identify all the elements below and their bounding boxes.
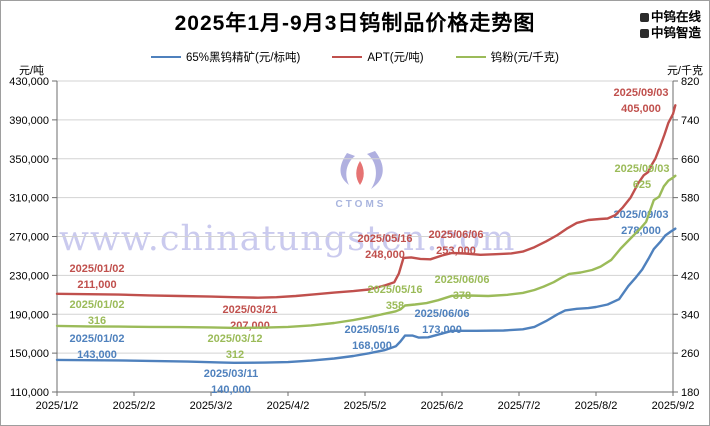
right-axis-tick-label: 500: [681, 232, 699, 244]
annotation-value-concentrate: 168,000: [352, 340, 392, 352]
series-line-tungsten-powder: [55, 174, 677, 330]
brand-row-online: 中钨在线: [639, 9, 701, 25]
annotation-date-apt: 2025/06/06: [428, 229, 483, 241]
x-axis-tick-label: 2025/6/2: [421, 400, 464, 412]
right-axis-tick-label: 260: [681, 348, 699, 360]
annotation-date-apt: 2025/09/03: [613, 87, 668, 99]
annotation-date-concentrate: 2025/09/03: [613, 209, 668, 221]
annotation-date-tungsten-powder: 2025/03/12: [207, 333, 262, 345]
left-axis-tick-label: 230,000: [9, 270, 49, 282]
annotation-date-concentrate: 2025/06/06: [414, 308, 469, 320]
legend-label-concentrate: 65%黑钨精矿(元/标吨): [186, 52, 301, 64]
annotation-date-concentrate: 2025/03/11: [204, 368, 258, 380]
legend-item-concentrate: 65%黑钨精矿(元/标吨): [151, 49, 300, 65]
annotation-date-apt: 2025/03/21: [222, 304, 277, 316]
chart-title: 2025年1月-9月3日钨制品价格走势图: [174, 12, 536, 35]
series-line-concentrate: [55, 227, 677, 364]
annotation-value-concentrate: 140,000: [211, 384, 251, 396]
annotation-value-apt: 207,000: [230, 320, 270, 332]
annotation-value-tungsten-powder: 316: [88, 315, 106, 327]
annotation-value-apt: 253,000: [436, 245, 476, 257]
brand-row-smart: 中钨智造: [639, 25, 701, 41]
annotation-value-tungsten-powder: 358: [386, 300, 404, 312]
x-axis-tick-label: 2025/9/2: [652, 400, 695, 412]
legend-label-apt: APT(元/吨): [367, 52, 424, 64]
annotation-date-tungsten-powder: 2025/01/02: [69, 299, 124, 311]
annotation-date-concentrate: 2025/01/02: [69, 333, 124, 345]
x-axis-tick-label: 2025/8/2: [575, 400, 618, 412]
watermark-url: www.chinatungsten.com: [59, 219, 516, 259]
annotation-date-apt: 2025/05/16: [357, 233, 412, 245]
ctoms-label: CTOMS: [335, 199, 387, 210]
brand-text-smart: 中钨智造: [650, 26, 701, 40]
annotation-value-concentrate: 143,000: [77, 349, 117, 361]
legend-swatch-concentrate: [151, 55, 182, 59]
annotation-value-concentrate: 278,000: [621, 225, 661, 237]
left-axis-tick-label: 110,000: [10, 387, 49, 399]
x-axis-tick-label: 2025/4/2: [267, 400, 310, 412]
brand-text-online: 中钨在线: [650, 10, 701, 24]
right-axis-unit: 元/千克: [666, 65, 703, 77]
legend-item-apt: APT(元/吨): [332, 49, 424, 65]
legend-swatch-apt: [332, 55, 363, 59]
legend-item-tungsten-powder: 钨粉(元/千克): [455, 49, 559, 65]
x-axis-tick-label: 2025/7/2: [498, 400, 541, 412]
annotation-value-tungsten-powder: 378: [453, 290, 471, 302]
left-axis-tick-label: 270,000: [9, 232, 49, 244]
left-axis-tick-label: 430,000: [9, 76, 49, 88]
legend-label-tungsten-powder: 钨粉(元/千克): [490, 52, 559, 64]
annotation-date-tungsten-powder: 2025/06/06: [434, 274, 489, 286]
annotation-value-apt: 248,000: [365, 249, 405, 261]
left-axis-tick-label: 190,000: [9, 309, 49, 321]
brand-logo-icon: [639, 28, 649, 38]
right-axis-tick-label: 740: [681, 115, 699, 127]
annotation-date-tungsten-powder: 2025/05/16: [367, 284, 422, 296]
right-axis-tick-label: 180: [681, 387, 699, 399]
series-line-apt: [55, 104, 677, 299]
left-axis-tick-label: 310,000: [9, 193, 49, 205]
brand-block: 中钨在线 中钨智造: [639, 9, 701, 41]
legend-swatch-tungsten-powder: [455, 55, 486, 59]
right-axis-tick-label: 580: [681, 193, 699, 205]
ctoms-flame-icon: [340, 151, 383, 189]
annotation-date-tungsten-powder: 2025/09/03: [614, 163, 669, 175]
annotation-value-concentrate: 173,000: [422, 324, 462, 336]
annotation-value-apt: 211,000: [77, 279, 116, 291]
right-axis-tick-label: 340: [681, 309, 699, 321]
annotation-value-apt: 405,000: [621, 103, 661, 115]
x-axis-tick-label: 2025/2/2: [113, 400, 156, 412]
annotation-date-concentrate: 2025/05/16: [344, 324, 399, 336]
annotation-date-apt: 2025/01/02: [69, 263, 124, 275]
x-axis-tick-label: 2025/1/2: [36, 400, 79, 412]
right-axis-tick-label: 420: [681, 270, 699, 282]
annotation-value-tungsten-powder: 312: [226, 349, 244, 361]
left-axis-unit: 元/吨: [19, 65, 45, 77]
watermark-logo: CTOMS: [323, 151, 399, 210]
right-axis-tick-label: 660: [681, 154, 699, 166]
x-axis-tick-label: 2025/3/2: [190, 400, 233, 412]
left-axis-tick-label: 390,000: [9, 115, 49, 127]
brand-logo-icon: [639, 12, 649, 22]
chart-legend: 65%黑钨精矿(元/标吨) APT(元/吨) 钨粉(元/千克): [1, 49, 709, 65]
right-axis-tick-label: 820: [681, 76, 699, 88]
x-axis-tick-label: 2025/5/2: [344, 400, 387, 412]
left-axis-tick-label: 350,000: [9, 154, 49, 166]
left-axis-tick-label: 150,000: [9, 348, 49, 360]
annotation-value-tungsten-powder: 625: [633, 179, 651, 191]
